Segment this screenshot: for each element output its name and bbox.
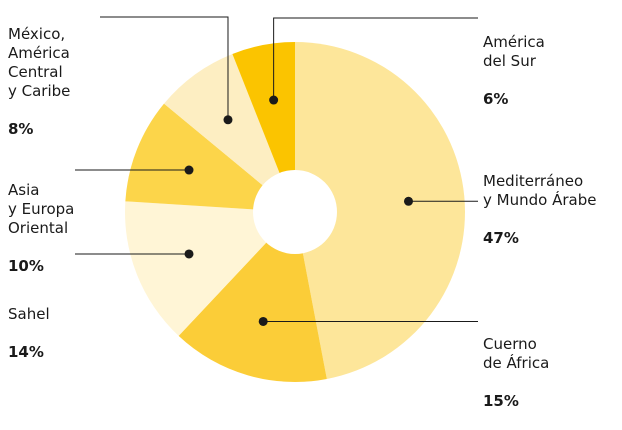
label-asia-europa-oriental: Asia y Europa Oriental 10% bbox=[8, 162, 74, 295]
label-america-del-sur: América del Sur 6% bbox=[483, 14, 545, 128]
label-mexico-america-central: México, América Central y Caribe 8% bbox=[8, 6, 70, 158]
slice-2 bbox=[125, 201, 295, 336]
label-name: América del Sur bbox=[483, 33, 545, 70]
label-name: Cuerno de África bbox=[483, 335, 550, 372]
donut-hole bbox=[253, 170, 337, 254]
label-mediterraneo: Mediterráneo y Mundo Árabe 47% bbox=[483, 153, 596, 267]
slice-4 bbox=[164, 53, 295, 213]
label-value: 8% bbox=[8, 120, 34, 138]
label-value: 10% bbox=[8, 257, 44, 275]
slices-group bbox=[125, 42, 465, 382]
label-name: México, América Central y Caribe bbox=[8, 25, 71, 100]
label-name: Mediterráneo y Mundo Árabe bbox=[483, 172, 597, 209]
label-value: 14% bbox=[8, 343, 44, 361]
leader-line-4 bbox=[100, 16, 229, 120]
donut-chart bbox=[75, 16, 478, 382]
label-name: Asia y Europa Oriental bbox=[8, 181, 75, 237]
slice-1 bbox=[178, 212, 327, 382]
slice-3 bbox=[125, 103, 296, 212]
leader-lines-group bbox=[75, 16, 478, 326]
label-value: 47% bbox=[483, 229, 519, 247]
label-value: 6% bbox=[483, 90, 509, 108]
label-sahel: Sahel 14% bbox=[8, 286, 50, 381]
label-name: Sahel bbox=[8, 305, 50, 323]
leader-line-5 bbox=[273, 17, 478, 101]
slice-5 bbox=[232, 42, 295, 212]
label-cuerno-de-africa: Cuerno de África 15% bbox=[483, 316, 549, 430]
label-value: 15% bbox=[483, 392, 519, 410]
slice-0 bbox=[295, 42, 465, 379]
